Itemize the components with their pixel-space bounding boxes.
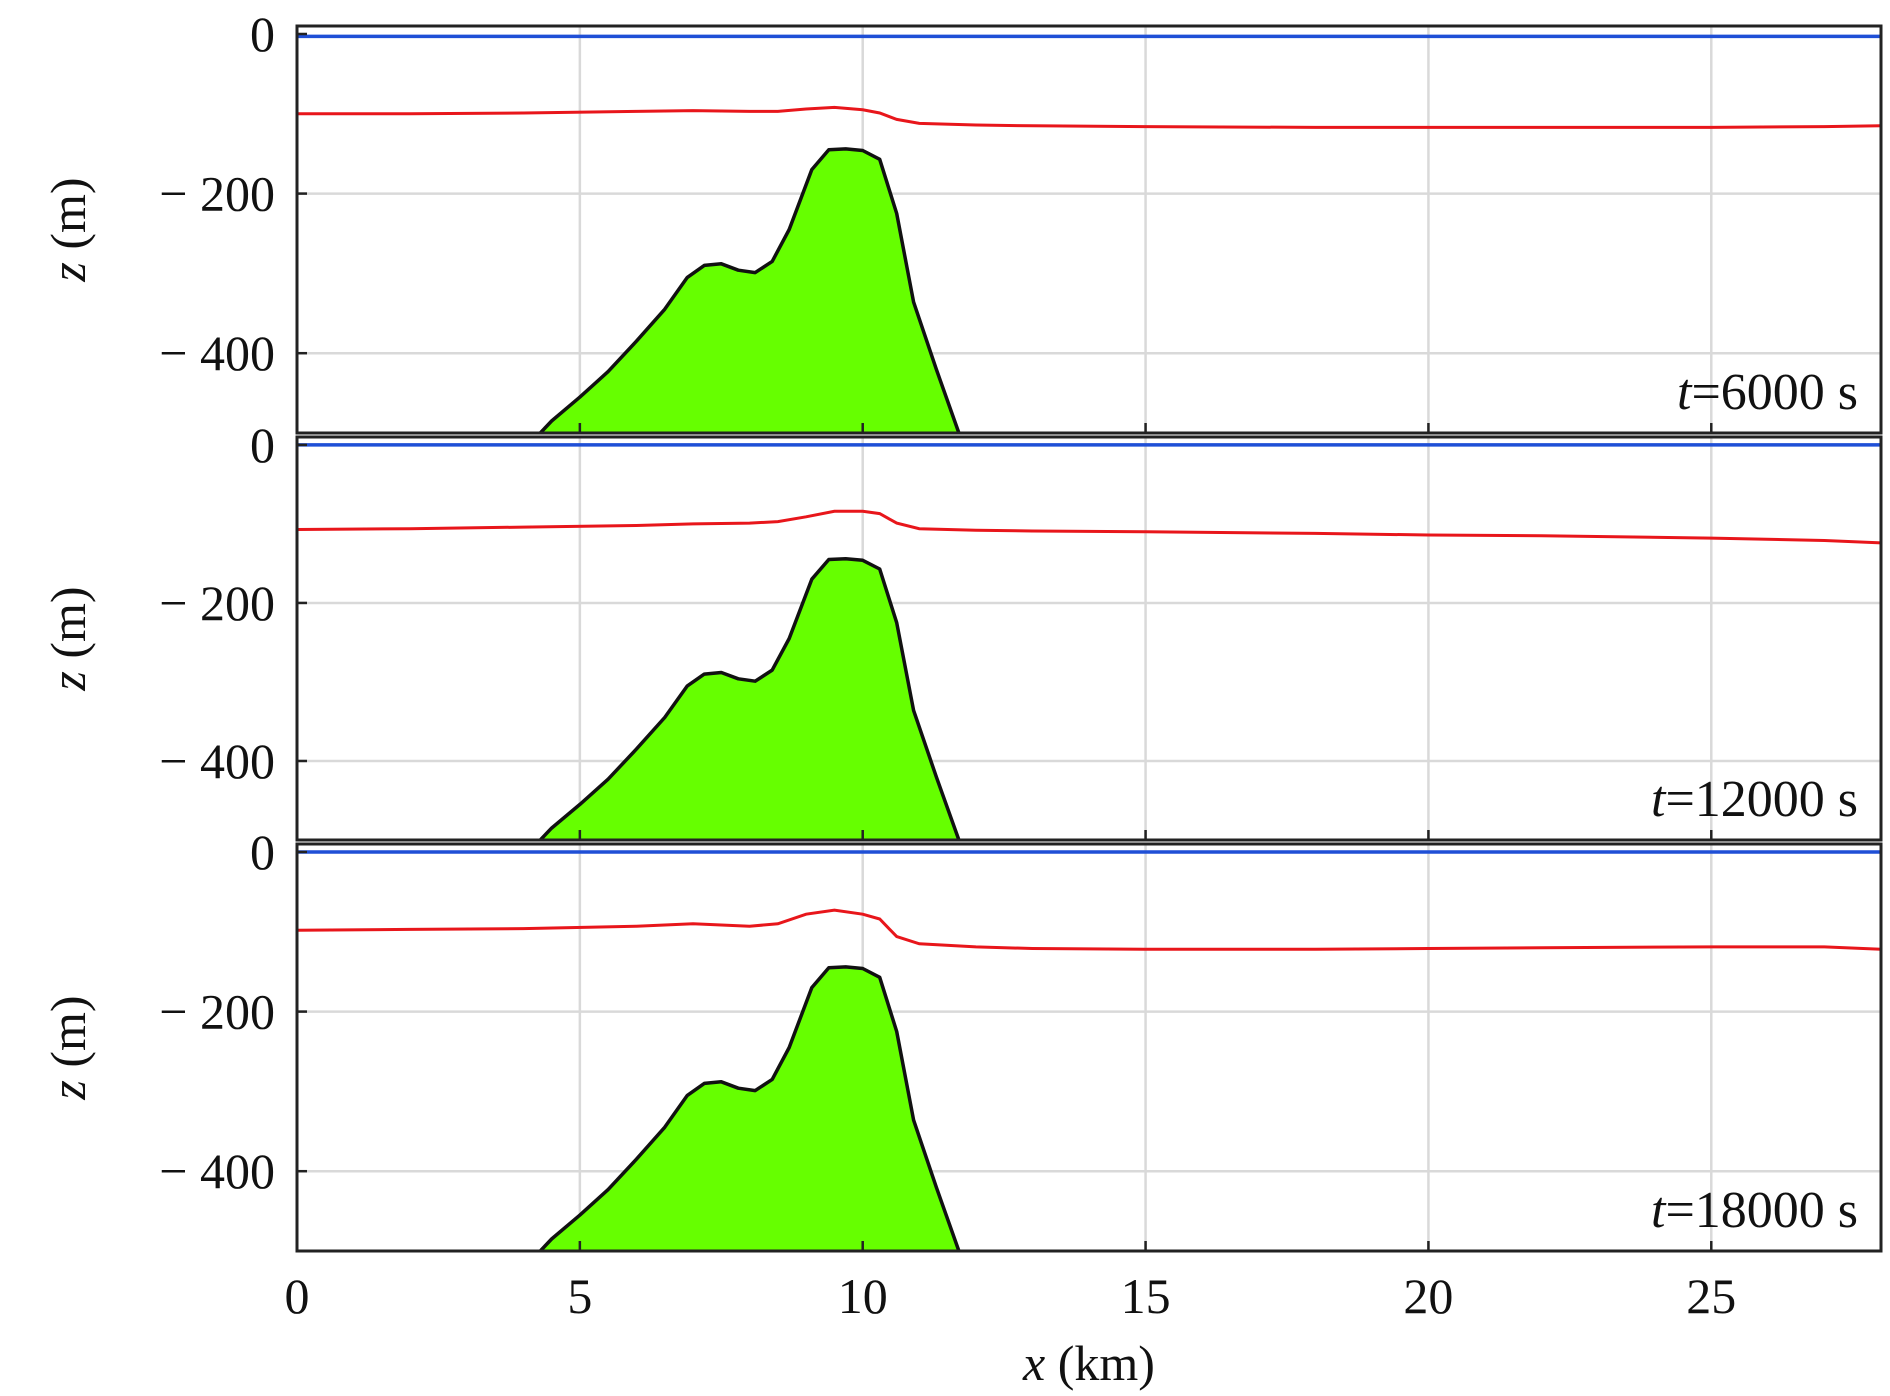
y-tick-label-text: − 400 [159,1143,275,1199]
panel-plot-area [297,443,1881,840]
bathymetry-outline [539,965,961,1251]
x-tick-label: 20 [1403,1268,1453,1324]
time-annotation: t=6000 s [1677,364,1858,421]
time-annotation-italic: t [1651,1182,1667,1239]
y-tick-label-text: 0 [250,6,275,62]
y-tick-label: − 400 [159,325,275,381]
time-annotation-italic: t [1651,771,1667,828]
y-axis-label-text: (m) [40,177,96,262]
y-axis-label-italic: z [40,262,96,282]
panel-1: 0 − 200 − 400 z (m) t=6000 s [40,6,1883,435]
y-tick-label: − 200 [159,984,275,1040]
y-tick-label: − 400 [159,733,275,789]
interface-line [297,908,1881,951]
panel-frame [295,435,1883,842]
time-annotation-italic: t [1677,364,1693,421]
x-axis-label-text: (km) [1045,1335,1155,1391]
y-axis-label-text: (m) [40,995,96,1080]
y-axis-label: z (m) [40,177,96,282]
time-annotation-text: =12000 s [1665,771,1858,828]
x-tick-label: 5 [567,1268,592,1324]
x-tick-label-text: 0 [285,1268,310,1324]
x-axis-label-italic: x [1022,1335,1045,1391]
panel-plot-area [297,850,1881,1251]
x-axis-label: x (km) [1022,1335,1155,1391]
panel-3: 0 − 200 − 400 z (m) t=18000 s 0 5 10 15 20 25 x (km… [40,824,1883,1391]
interface-line [297,105,1881,129]
bathymetry-fill [540,558,959,840]
x-tick-label-text: 15 [1121,1268,1171,1324]
bathymetry-fill [540,148,959,433]
y-axis-label: z (m) [40,586,96,691]
x-tick-label: 15 [1121,1268,1171,1324]
bathymetry-fill [540,966,959,1251]
y-tick-label-text: 0 [250,824,275,880]
panel-2: 0 − 200 − 400 z (m) t=12000 s [40,417,1883,842]
y-axis-label-text: (m) [40,586,96,671]
bathymetry-outline [539,147,961,433]
x-tick-label: 0 [285,1268,310,1324]
x-tick-label: 10 [838,1268,888,1324]
time-annotation-text: =18000 s [1665,1182,1858,1239]
bathymetry-outline [539,556,961,840]
panel-plot-area [297,34,1881,433]
y-tick-label-text: − 200 [159,984,275,1040]
x-tick-label-text: 20 [1403,1268,1453,1324]
y-tick-label: 0 [250,824,275,880]
y-tick-label: 0 [250,6,275,62]
x-tick-label-text: 25 [1686,1268,1736,1324]
time-annotation: t=18000 s [1651,1182,1858,1239]
interface-line [297,509,1881,545]
x-tick-label-text: 10 [838,1268,888,1324]
y-tick-label: − 200 [159,166,275,222]
time-annotation: t=12000 s [1651,771,1858,828]
y-axis-label: z (m) [40,995,96,1100]
y-tick-label-text: − 400 [159,325,275,381]
y-tick-label-text: − 200 [159,166,275,222]
y-axis-label-italic: z [40,671,96,691]
x-tick-label-text: 5 [567,1268,592,1324]
y-tick-label-text: 0 [250,417,275,473]
y-axis-label-italic: z [40,1080,96,1100]
y-tick-label-text: − 200 [159,575,275,631]
y-tick-label-text: − 400 [159,733,275,789]
panel-frame [295,24,1883,435]
x-tick-label: 25 [1686,1268,1736,1324]
y-tick-label: − 200 [159,575,275,631]
y-tick-label: 0 [250,417,275,473]
panel-frame [295,842,1883,1253]
time-annotation-text: =6000 s [1691,364,1858,421]
y-tick-label: − 400 [159,1143,275,1199]
